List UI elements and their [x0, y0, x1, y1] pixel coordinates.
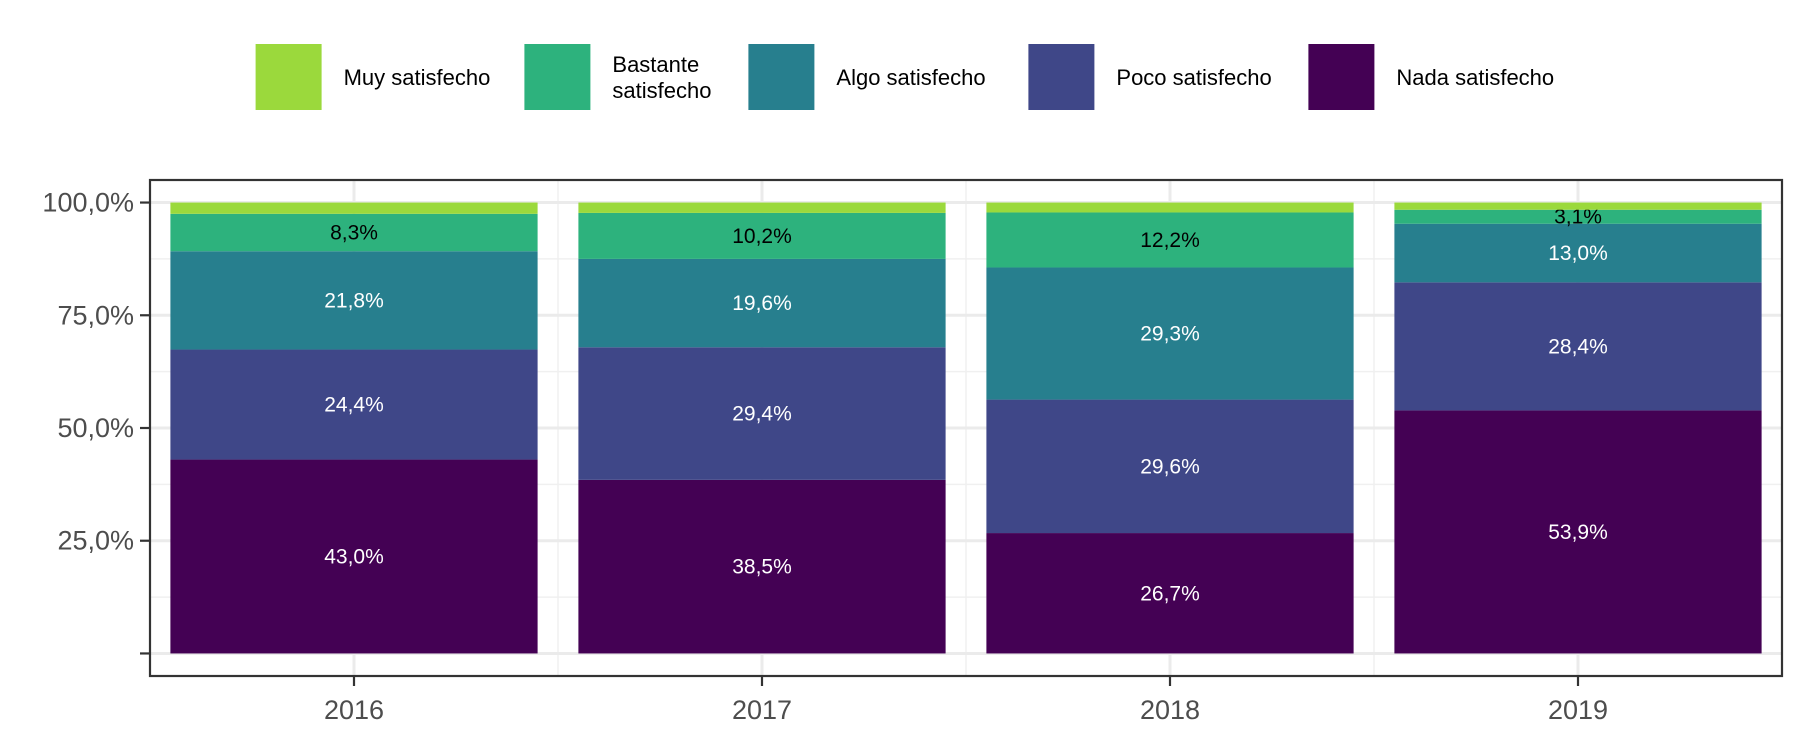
data-label: 10,2% — [732, 225, 792, 248]
y-tick-label: 100,0% — [42, 188, 134, 218]
data-label: 8,3% — [330, 222, 378, 245]
y-tick-label: 25,0% — [57, 526, 134, 556]
legend-key — [1028, 44, 1095, 110]
x-tick-label: 2019 — [1548, 695, 1608, 725]
bar-segment — [170, 202, 538, 214]
x-tick-label: 2018 — [1140, 695, 1200, 725]
bar-segment — [986, 533, 1354, 654]
data-label: 3,1% — [1554, 206, 1602, 229]
bar-segment — [986, 202, 1354, 213]
data-label: 24,4% — [324, 394, 384, 417]
bar-segment — [986, 399, 1354, 534]
legend-label: satisfecho — [612, 78, 711, 103]
bar-segment — [578, 479, 946, 654]
x-tick-label: 2017 — [732, 695, 792, 725]
data-label: 26,7% — [1140, 582, 1200, 605]
bar-segment — [1394, 202, 1762, 210]
legend-key — [748, 44, 815, 110]
legend-label: Poco satisfecho — [1116, 65, 1271, 90]
data-label: 43,0% — [324, 546, 384, 569]
bar-segment — [578, 258, 946, 348]
bar-segment — [1394, 223, 1762, 283]
bar-segment — [986, 267, 1354, 400]
bar-segment — [578, 202, 946, 213]
bar-segment — [578, 212, 946, 259]
legend-label: Muy satisfecho — [344, 65, 491, 90]
data-label: 29,4% — [732, 403, 792, 426]
data-label: 12,2% — [1140, 229, 1200, 252]
bar-segment — [1394, 282, 1762, 411]
bar-segment — [170, 213, 538, 252]
bar-segment — [170, 349, 538, 460]
legend-key — [1308, 44, 1375, 110]
y-tick-label: 50,0% — [57, 413, 134, 443]
data-label: 19,6% — [732, 292, 792, 315]
x-tick-label: 2016 — [324, 695, 384, 725]
legend-label: Bastante — [612, 52, 699, 77]
bar-segment — [170, 251, 538, 350]
data-label: 38,5% — [732, 556, 792, 579]
data-label: 21,8% — [324, 289, 384, 312]
data-label: 53,9% — [1548, 521, 1608, 544]
bar-segment — [578, 347, 946, 480]
bar-segment — [170, 459, 538, 654]
bar-segment — [1394, 209, 1762, 224]
data-label: 29,6% — [1140, 455, 1200, 478]
data-label: 28,4% — [1548, 335, 1608, 358]
legend-key — [524, 44, 591, 110]
bar-segment — [1394, 410, 1762, 654]
y-tick-label: 75,0% — [57, 300, 134, 330]
data-label: 29,3% — [1140, 323, 1200, 346]
legend-label: Nada satisfecho — [1396, 65, 1554, 90]
legend-key — [255, 44, 322, 110]
data-label: 13,0% — [1548, 242, 1608, 265]
legend-label: Algo satisfecho — [836, 65, 985, 90]
bar-segment — [986, 212, 1354, 268]
